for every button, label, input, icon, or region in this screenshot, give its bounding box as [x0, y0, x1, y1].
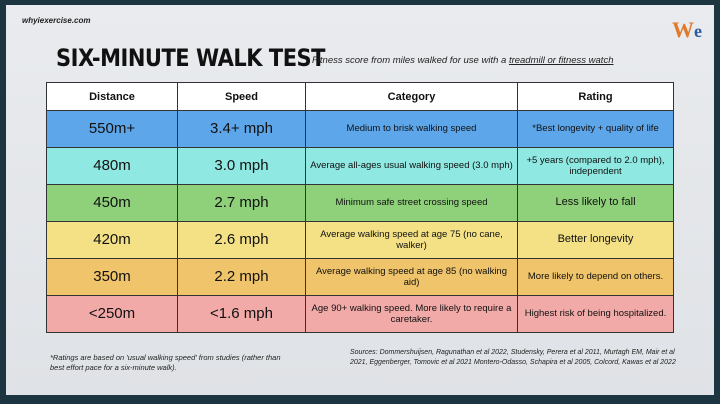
cell-rating: Better longevity [517, 221, 674, 259]
table-row: 350m 2.2 mph Average walking speed at age … [46, 258, 674, 296]
table-row: <250m <1.6 mph Age 90+ walking speed. More… [46, 295, 674, 333]
table-row: 450m 2.7 mph Minimum safe street crossing … [46, 184, 674, 222]
subtitle-link[interactable]: treadmill or fitness watch [508, 55, 614, 66]
cell-category: Average all-ages usual walking speed (3.… [305, 147, 518, 185]
cell-rating: +5 years (compared to 2.0 mph), independ… [517, 147, 674, 185]
cell-speed: 3.4+ mph [177, 110, 306, 148]
subtitle: Fitness score from miles walked for use … [312, 55, 614, 66]
cell-category: Average walking speed at age 75 (no cane… [305, 221, 518, 259]
page-title: SIX-MINUTE WALK TEST [56, 44, 326, 72]
cell-rating: Highest risk of being hospitalized. [517, 295, 674, 333]
cell-rating: *Best longevity + quality of life [517, 110, 674, 148]
cell-rating: Less likely to fall [517, 184, 674, 222]
site-name: whyiexercise.com [22, 16, 91, 25]
cell-speed: <1.6 mph [177, 295, 306, 333]
cell-category: Average walking speed at age 85 (no walk… [305, 258, 518, 296]
cell-distance: <250m [46, 295, 178, 333]
column-header: Category [305, 82, 518, 111]
logo: We [672, 17, 702, 42]
cell-distance: 450m [46, 184, 178, 222]
column-header: Rating [517, 82, 674, 111]
walk-test-table: Distance Speed Category Rating 550m+ 3.4+ mp… [46, 82, 674, 333]
cell-speed: 3.0 mph [177, 147, 306, 185]
sources: Sources: Dommershuijsen, Ragunathan et a… [350, 349, 676, 366]
cell-speed: 2.7 mph [177, 184, 306, 222]
cell-speed: 2.6 mph [177, 221, 306, 259]
table-row: 420m 2.6 mph Average walking speed at age … [46, 221, 674, 259]
cell-rating: More likely to depend on others. [517, 258, 674, 296]
table-row: 550m+ 3.4+ mph Medium to brisk walking spe… [46, 110, 674, 148]
column-header: Distance [46, 82, 178, 111]
cell-distance: 480m [46, 147, 178, 185]
cell-distance: 350m [46, 258, 178, 296]
cell-distance: 420m [46, 221, 178, 259]
cell-category: Minimum safe street crossing speed [305, 184, 518, 222]
footnote: *Ratings are based on 'usual walking spe… [50, 353, 281, 373]
cell-speed: 2.2 mph [177, 258, 306, 296]
cell-category: Medium to brisk walking speed [305, 110, 518, 148]
table-row: 480m 3.0 mph Average all-ages usual walkin… [46, 147, 674, 185]
cell-distance: 550m+ [46, 110, 178, 148]
infographic-card: whyiexercise.com We SIX-MINUTE WALK TEST… [6, 5, 714, 395]
column-header: Speed [177, 82, 306, 111]
cell-category: Age 90+ walking speed. More likely to re… [305, 295, 518, 333]
